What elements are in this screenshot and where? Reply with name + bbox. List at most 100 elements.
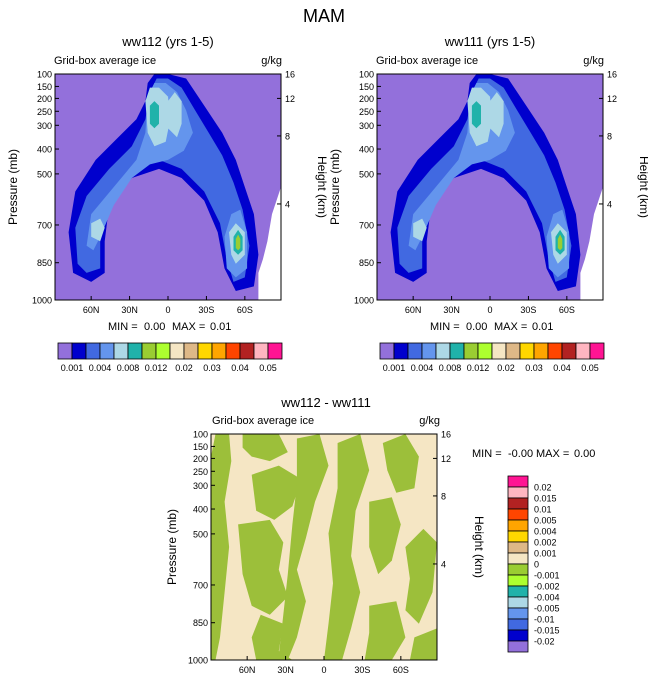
legend-swatch (155, 342, 171, 360)
y-tick-label: 500 (359, 169, 374, 179)
legend-label: 0.001 (61, 363, 84, 373)
legend-swatch (507, 541, 529, 554)
x-tick-label: 0 (165, 305, 170, 315)
min-label: MIN = (108, 321, 138, 333)
y-right-tick-label: 4 (607, 199, 612, 209)
panel-ww111: ww111 (yrs 1-5) Grid-box average ice g/k… (328, 34, 648, 373)
legend-label: -0.01 (534, 615, 555, 625)
y-right-tick-label: 12 (285, 94, 295, 104)
contour-fills (377, 74, 603, 300)
y-tick-label: 400 (37, 145, 52, 155)
legend-label: 0.04 (553, 363, 571, 373)
legend-swatch (533, 342, 549, 360)
x-tick-label: 30S (354, 665, 370, 675)
legend-swatch (491, 342, 507, 360)
legend-swatch (507, 530, 529, 543)
legend-label: 0.02 (497, 363, 515, 373)
x-tick-label: 30N (121, 305, 138, 315)
legend-swatch (519, 342, 535, 360)
legend-swatch (435, 342, 451, 360)
legend-label: -0.002 (534, 582, 560, 592)
y-tick-label: 300 (359, 121, 374, 131)
legend-swatch (507, 519, 529, 532)
y-tick-label: 1000 (354, 296, 374, 306)
difference-plot: 100 150 200 250 300 400 500 700 850 1000 16 12 8 4 60N… (188, 430, 451, 676)
contour-region (91, 218, 105, 242)
legend-swatch (589, 342, 605, 360)
x-tick-label: 30S (198, 305, 214, 315)
contour-fills (55, 74, 281, 300)
legend-label: 0.04 (231, 363, 249, 373)
legend-swatch (225, 342, 241, 360)
legend-swatch (99, 342, 115, 360)
min-value: -0.00 (508, 448, 533, 460)
panel-ww112: ww112 (yrs 1-5) Grid-box average ice g/k… (6, 34, 329, 373)
contour-region (397, 78, 572, 282)
legend-label: 0 (534, 560, 539, 570)
legend-swatch (239, 342, 255, 360)
legend-label: 0.05 (259, 363, 277, 373)
legend-bar: 0.001 0.004 0.008 0.012 0.02 0.03 0.04 0.05 (379, 342, 605, 373)
legend-swatch (85, 342, 101, 360)
legend-swatch (507, 629, 529, 642)
x-tick-label: 60N (83, 305, 100, 315)
legend-swatch (57, 342, 73, 360)
legend-label: -0.02 (534, 637, 555, 647)
panel-title: ww112 - ww111 (280, 395, 371, 410)
y-tick-label: 1000 (188, 656, 208, 666)
legend-label: 0.005 (534, 516, 557, 526)
legend-swatch (507, 563, 529, 576)
y-tick-label: 400 (359, 145, 374, 155)
panel-subtitle-right: g/kg (583, 55, 604, 67)
legend-swatch (507, 497, 529, 510)
y-tick-label: 100 (359, 70, 374, 80)
contour-region (75, 78, 250, 282)
legend-swatch (197, 342, 213, 360)
x-tick-label: 0 (487, 305, 492, 315)
legend-swatch (127, 342, 143, 360)
max-label: MAX = (172, 321, 205, 333)
y-tick-label: 1000 (32, 296, 52, 306)
y-tick-label: 200 (37, 94, 52, 104)
legend-bar-vertical: 0.020.0150.010.0050.0040.0020.0010-0.001… (507, 475, 560, 653)
axes: 100 150 200 250 300 400 500 700 850 1000 16 12 8 4 60N… (354, 70, 617, 316)
y-right-tick-label: 4 (441, 559, 446, 569)
y-axis-label-right: Height (km) (315, 156, 329, 218)
y-tick-label: 250 (37, 107, 52, 117)
x-tick-label: 0 (321, 665, 326, 675)
missing-data (580, 187, 603, 300)
y-tick-label: 200 (359, 94, 374, 104)
y-tick-label: 850 (37, 258, 52, 268)
legend-swatch (507, 475, 529, 488)
legend-label: 0.015 (534, 494, 557, 504)
stats-text: MIN = 0.00 MAX = 0.01 (430, 321, 553, 333)
stats-text: MIN = -0.00 MAX = 0.00 (472, 448, 595, 460)
legend-label: 0.004 (534, 527, 557, 537)
legend-swatch (71, 342, 87, 360)
x-tick-label: 60N (239, 665, 256, 675)
legend-label: 0.012 (467, 363, 490, 373)
y-right-tick-label: 16 (285, 70, 295, 80)
diff-region (278, 434, 329, 660)
diff-fills (211, 434, 437, 660)
legend-swatch (507, 640, 529, 653)
legend-swatch (507, 552, 529, 565)
y-tick-label: 700 (359, 220, 374, 230)
legend-swatch (507, 574, 529, 587)
figure-title: MAM (303, 6, 345, 26)
legend-swatch (477, 342, 493, 360)
diff-region (324, 434, 370, 660)
y-right-tick-label: 12 (607, 94, 617, 104)
legend-label: 0.03 (203, 363, 221, 373)
panel-difference: ww112 - ww111 Grid-box average ice g/kg … (165, 395, 595, 675)
contour-region (168, 92, 182, 138)
max-label: MAX = (536, 448, 569, 460)
panel-title: ww111 (yrs 1-5) (444, 34, 536, 49)
max-value: 0.01 (210, 321, 231, 333)
legend-label: -0.001 (534, 571, 560, 581)
axes: 100 150 200 250 300 400 500 700 850 1000 16 12 8 4 60N… (188, 430, 451, 676)
y-tick-label: 500 (37, 169, 52, 179)
legend-swatch (379, 342, 395, 360)
y-right-tick-label: 8 (607, 131, 612, 141)
legend-swatch (547, 342, 563, 360)
